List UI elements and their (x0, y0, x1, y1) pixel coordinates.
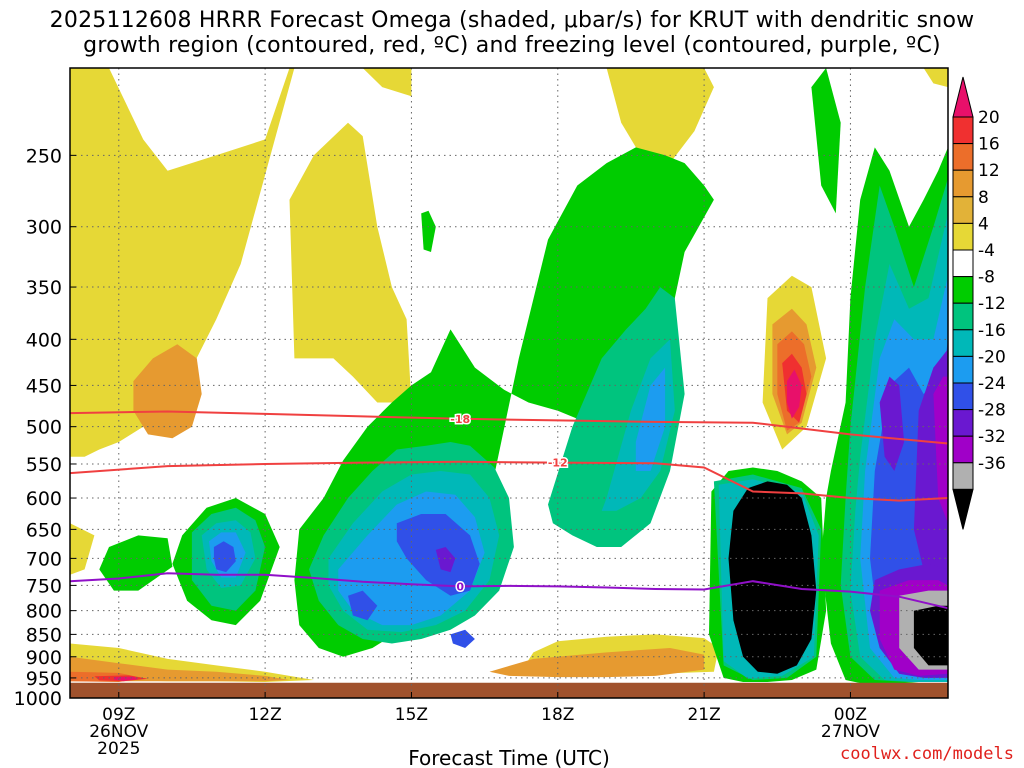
y-tick-label: 250 (26, 145, 62, 167)
y-tick-label: 950 (26, 668, 62, 690)
colorbar-label: -32 (978, 427, 1006, 447)
colorbar-label: 8 (978, 188, 989, 208)
y-tick-label: 650 (26, 519, 62, 541)
colorbar-label: -4 (978, 241, 995, 261)
contour-label: -18 (450, 413, 470, 426)
credit-text: coolwx.com/models (840, 744, 1014, 764)
colorbar-label: -28 (978, 401, 1006, 421)
colorbar-label: 16 (978, 135, 1000, 155)
x-tick-label: 21Z (687, 705, 720, 725)
contour-line (69, 410, 949, 445)
colorbar-segment (952, 355, 974, 384)
omega-shading (70, 68, 948, 698)
colorbar-segment (952, 116, 974, 145)
omega-region (933, 376, 948, 524)
omega-region (70, 523, 95, 575)
colorbar-label: -12 (978, 294, 1006, 314)
omega-region (289, 122, 412, 403)
omega-region (879, 376, 905, 471)
colorbar-segment (952, 143, 974, 171)
y-tick-label: 600 (26, 488, 62, 510)
omega-region (348, 590, 378, 621)
colorbar-label: -16 (978, 321, 1006, 341)
x-tick-label: 12Z (248, 705, 281, 725)
contour-label: -12 (548, 457, 568, 470)
colorbar-segment (952, 435, 974, 464)
colorbar-segment (952, 302, 974, 331)
contour-line (69, 460, 949, 502)
contour-line (69, 572, 949, 610)
y-axis-pressure: 2503003504004505005506006507007508008509… (14, 145, 76, 710)
omega-region (362, 68, 412, 97)
omega-region (450, 629, 475, 648)
chart-title-line-2: growth region (contoured, red, ºC) and f… (83, 33, 941, 58)
x-axis-label: Forecast Time (UTC) (408, 746, 610, 768)
omega-region (435, 547, 456, 573)
plot-frame (69, 67, 949, 699)
omega-region (787, 369, 802, 419)
x-tick-label: 09Z (102, 705, 135, 725)
x-tick-label: 18Z (541, 705, 574, 725)
colorbar-segment (952, 382, 974, 411)
omega-region (811, 68, 841, 214)
y-tick-label: 800 (26, 601, 62, 623)
y-tick-label: 850 (26, 624, 62, 646)
colorbar-segment (952, 222, 974, 251)
y-tick-label: 350 (26, 277, 62, 299)
colorbar-label: -24 (978, 374, 1006, 394)
colorbar-top-arrow (952, 76, 974, 118)
colorbar-segment (952, 169, 974, 198)
omega-region (99, 535, 173, 591)
colorbar-segment (952, 462, 974, 490)
omega-region (635, 367, 666, 471)
colorbar-label: -8 (978, 268, 995, 288)
colorbar-label: -20 (978, 347, 1006, 367)
omega-region (213, 541, 236, 573)
omega-region (70, 68, 295, 457)
temperature-contours: -18 -12 0 (69, 410, 949, 610)
omega-region (728, 481, 817, 674)
x-tick-sublabel: 26NOV (89, 722, 148, 742)
colorbar-bottom-arrow (952, 488, 974, 530)
colorbar-label: 20 (978, 108, 1000, 128)
colorbar-segment (952, 276, 974, 304)
y-tick-label: 1000 (14, 688, 62, 710)
y-tick-label: 700 (26, 548, 62, 570)
colorbar-label: -36 (978, 454, 1006, 474)
omega-region (606, 68, 714, 164)
omega-region (70, 682, 948, 698)
x-tick-sublabel: 27NOV (821, 722, 880, 742)
colorbar-segment (952, 409, 974, 437)
y-tick-label: 300 (26, 217, 62, 239)
x-tick-sublabel: 2025 (97, 739, 140, 759)
y-tick-label: 750 (26, 575, 62, 597)
chart-title-line-1: 2025112608 HRRR Forecast Omega (shaded, … (49, 8, 975, 33)
omega-region (133, 344, 202, 439)
contour-label: 0 (456, 580, 464, 593)
x-tick-label: 00Z (834, 705, 867, 725)
colorbar-label: 12 (978, 161, 1000, 181)
colorbar-segment (952, 329, 974, 357)
omega-region (489, 648, 705, 678)
y-tick-label: 900 (26, 647, 62, 669)
omega-region (913, 605, 948, 666)
colorbar-segment (952, 249, 974, 278)
colorbar: 20 16 12 8 4 -4 -8 -12 -16 -20 -24 -28 -32 -36 (952, 76, 1006, 530)
y-tick-label: 400 (26, 329, 62, 351)
y-tick-label: 550 (26, 454, 62, 476)
x-tick-label: 15Z (395, 705, 428, 725)
colorbar-label: 4 (978, 214, 989, 234)
colorbar-segment (952, 196, 974, 224)
grid-lines (70, 68, 948, 699)
omega-region (421, 210, 436, 252)
y-tick-label: 450 (26, 375, 62, 397)
y-tick-label: 500 (26, 417, 62, 439)
omega-region (923, 68, 948, 88)
